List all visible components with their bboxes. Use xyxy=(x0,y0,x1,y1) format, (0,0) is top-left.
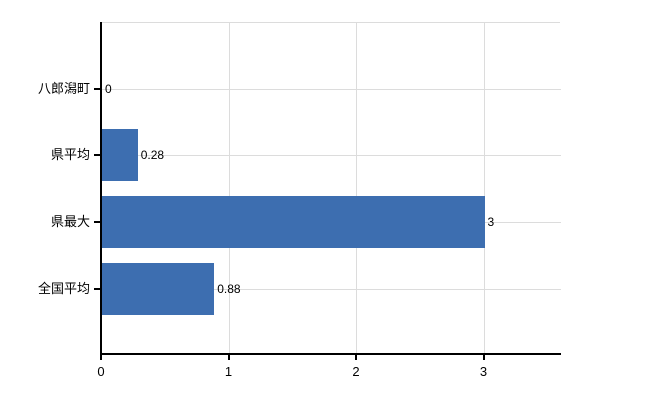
x-tick-label: 3 xyxy=(479,364,488,379)
y-gridline xyxy=(102,88,561,90)
bar-value-label: 0.88 xyxy=(217,281,241,296)
y-gridline xyxy=(102,155,561,157)
x-axis-tick xyxy=(100,355,102,360)
x-tick-label: 2 xyxy=(352,364,360,379)
x-axis-line xyxy=(100,353,561,355)
category-label: 県最大 xyxy=(50,214,90,230)
data-bar xyxy=(102,196,485,249)
x-gridline xyxy=(483,22,485,353)
y-axis-tick xyxy=(94,87,101,90)
category-label: 八郎潟町 xyxy=(37,80,90,96)
y-axis-tick xyxy=(94,154,101,157)
x-axis-tick xyxy=(227,355,230,360)
y-axis-line xyxy=(100,22,102,355)
bar-value-label: 0 xyxy=(105,81,112,96)
category-label: 県平均 xyxy=(50,147,90,163)
bar-value-label: 0.28 xyxy=(140,148,165,163)
x-tick-label: 1 xyxy=(224,364,233,379)
data-bar xyxy=(102,129,138,182)
data-bar xyxy=(102,262,215,315)
x-axis-tick xyxy=(355,355,357,360)
bar-value-label: 3 xyxy=(487,215,495,230)
plot-top-border xyxy=(100,22,560,23)
y-axis-tick xyxy=(94,287,101,290)
y-axis-tick xyxy=(94,221,101,224)
x-tick-label: 0 xyxy=(97,364,105,379)
x-gridline xyxy=(228,22,230,353)
y-gridline xyxy=(102,288,561,290)
x-gridline xyxy=(356,22,357,353)
category-label: 全国平均 xyxy=(37,280,90,296)
x-axis-tick xyxy=(482,355,485,360)
